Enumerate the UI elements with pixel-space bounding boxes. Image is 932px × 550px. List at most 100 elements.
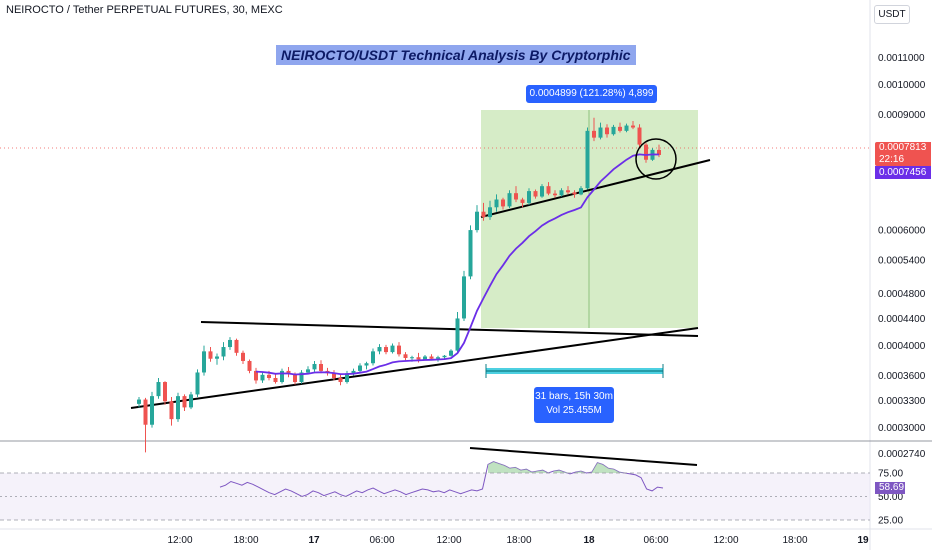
candle [313,361,317,372]
candle-body [423,356,427,359]
candle-body [274,378,278,382]
candle-body [163,382,167,401]
candle [183,394,187,411]
symbol-header[interactable]: NEIROCTO / Tether PERPETUAL FUTURES, 30,… [6,4,283,16]
measure-bars-text: 31 bars, 15h 30m [534,390,614,404]
candle [176,393,180,422]
candle [644,143,648,163]
candle [228,337,232,350]
price-tick-label: 0.0004000 [878,341,926,352]
time-axis-ticks: 12:00 18:00 17 06:00 12:00 18:00 18 06:00 12:00 1… [167,535,869,546]
candle-body [196,372,200,394]
price-tick-label: 0.0011000 [878,53,925,64]
measure-volume-text: Vol 25.455M [534,404,614,418]
candle-body [553,194,557,196]
candle-body [267,375,271,378]
measure-bar[interactable] [486,364,663,378]
candle-body [365,363,369,365]
candle-body [391,346,395,352]
candle-body [638,128,642,145]
candle-body [215,356,219,358]
candle [157,378,161,399]
candle-body [475,212,479,230]
candle-body [228,340,232,347]
candle [391,343,395,353]
candle-body [430,356,434,358]
price-tick-label: 0.0003300 [878,396,926,407]
ema-price-label: 0.0007456 [875,166,931,179]
price-tick-label: 0.0003600 [878,371,926,382]
time-tick-label: 06:00 [369,535,394,546]
candle-body [209,351,213,358]
candle [280,369,284,384]
currency-selector[interactable]: USDT [874,5,910,24]
candle [300,370,304,384]
candle-body [469,230,473,276]
candle-body [313,364,317,369]
time-tick-label: 18:00 [782,535,807,546]
candle-body [189,394,193,407]
candle-body [137,400,141,404]
candle-body [417,357,421,359]
candle [358,363,362,372]
candle-body [319,364,323,371]
candle [287,367,291,377]
candle [540,184,544,198]
candle-body [514,193,518,199]
candle-body [547,186,551,193]
candle [371,348,375,365]
candle-body [521,200,525,203]
price-tick-label: 0.0006000 [878,226,926,237]
price-tick-label: 0.0009000 [878,110,926,121]
candle [261,372,265,383]
candle-body [157,382,161,396]
candle [254,368,258,384]
candle-body [176,396,180,419]
candle-body [150,396,154,425]
candle [475,205,479,232]
candle [378,344,382,354]
candle-body [605,128,609,135]
candle-body [170,401,174,419]
candle [397,342,401,356]
trendline-rsi-divergence[interactable] [470,448,697,465]
candle [222,342,226,360]
candle [215,354,219,365]
candle [235,339,239,356]
candle [456,312,460,353]
candle-body [371,351,375,363]
time-tick-label: 18:00 [233,535,258,546]
candle [319,360,323,373]
candle-body [534,191,538,196]
candle-body [306,369,310,372]
time-tick-label: 06:00 [643,535,668,546]
time-tick-label: 12:00 [167,535,192,546]
candle-body [222,347,226,356]
price-tick-label: 0.0005400 [878,256,926,267]
time-tick-label: 12:00 [436,535,461,546]
candle [196,369,200,397]
candle [339,374,343,385]
candle-body [449,351,453,356]
candle-body [436,357,440,358]
chart-title: NEIROCTO/USDT Technical Analysis By Cryp… [276,45,636,65]
candle-body [248,361,252,371]
rsi-value-label: 58.69 [875,482,905,494]
price-axis-ticks: 0.00110000.00100000.00090000.00060000.00… [878,53,926,460]
price-tick-label: 0.0004400 [878,314,926,325]
candle-body [462,276,466,318]
candle [638,124,642,148]
candle [449,349,453,356]
candle [150,392,154,428]
candle [384,345,388,354]
measure-top-label: 0.0004899 (121.28%) 4,899 [526,85,657,103]
candle [248,359,252,373]
candle-body [501,200,505,207]
time-tick-label: 17 [308,535,320,546]
candle [586,128,590,190]
candle-body [618,127,622,131]
candle-body [644,145,648,160]
candle [462,271,466,321]
candle-body [540,186,544,196]
